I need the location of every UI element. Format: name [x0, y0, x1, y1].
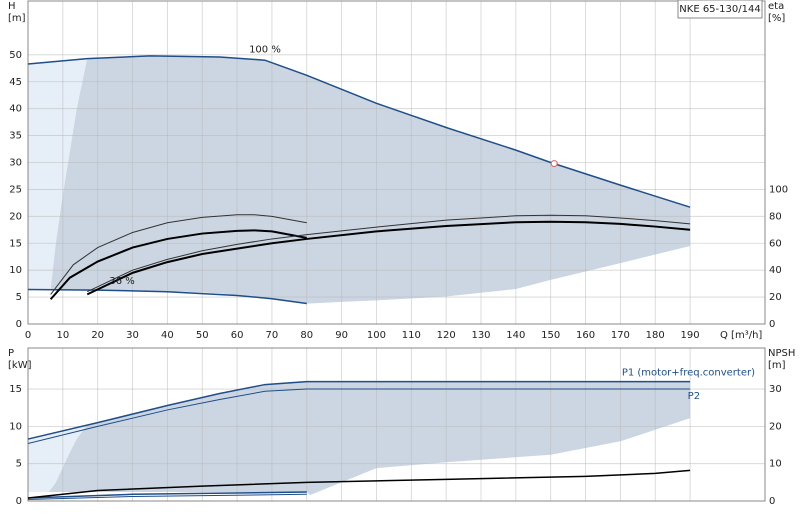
series-label: P2 [688, 391, 700, 402]
x-tick-label: 20 [91, 330, 104, 341]
x-tick-label: 0 [25, 330, 31, 341]
y-tick-label: 0 [16, 319, 22, 330]
y-axis-label: [m] [8, 13, 26, 24]
curve [27, 469, 691, 499]
y-tick-label: 10 [9, 265, 22, 276]
curve [27, 388, 691, 445]
x-tick-label: 130 [471, 330, 490, 341]
y-tick-label: 15 [9, 384, 22, 395]
curve [27, 55, 691, 208]
x-tick-label: 70 [266, 330, 279, 341]
y2-tick-label: 0 [769, 496, 775, 507]
y2-tick-label: 10 [769, 459, 782, 470]
y2-axis-label: NPSH [768, 348, 795, 359]
x-tick-label: 180 [646, 330, 665, 341]
y-axis-label: P [8, 348, 14, 359]
curve [27, 491, 307, 499]
y2-tick-label: 40 [769, 265, 782, 276]
x-tick-label: 160 [576, 330, 595, 341]
y-tick-label: 5 [16, 292, 22, 303]
x-tick-label: 40 [161, 330, 174, 341]
y-tick-label: 45 [9, 77, 22, 88]
x-tick-label: 170 [611, 330, 630, 341]
y2-tick-label: 20 [769, 292, 782, 303]
title-box [677, 0, 763, 19]
x-tick-label: 190 [681, 330, 700, 341]
chart-title: NKE 65-130/144 [679, 4, 760, 15]
x-axis-label: Q [m³/h] [720, 330, 762, 341]
y-axis-label: H [8, 1, 16, 12]
operating-area [50, 55, 691, 304]
x-tick-label: 60 [231, 330, 244, 341]
curve [86, 220, 691, 296]
x-tick-label: 30 [126, 330, 139, 341]
y-tick-label: 5 [16, 459, 22, 470]
plot-frame [27, 0, 766, 325]
x-tick-label: 100 [367, 330, 386, 341]
y-tick-label: 15 [9, 238, 22, 249]
y-tick-label: 25 [9, 184, 22, 195]
x-tick-label: 80 [300, 330, 313, 341]
y-tick-label: 20 [9, 211, 22, 222]
y2-tick-label: 30 [769, 384, 782, 395]
y-tick-label: 35 [9, 131, 22, 142]
y2-tick-label: 20 [769, 421, 782, 432]
operating-area [48, 381, 691, 496]
operating-area [28, 424, 88, 493]
plot-frame [27, 347, 766, 502]
x-tick-label: 10 [56, 330, 69, 341]
y-axis-label: [kW] [8, 360, 32, 371]
curve [27, 288, 307, 305]
y2-axis-label: [m] [768, 360, 786, 371]
y-tick-label: 40 [9, 104, 22, 115]
y-tick-label: 30 [9, 158, 22, 169]
y-tick-label: 10 [9, 421, 22, 432]
y-tick-label: 50 [9, 50, 22, 61]
y2-tick-label: 80 [769, 211, 782, 222]
x-tick-label: 120 [437, 330, 456, 341]
y2-tick-label: 60 [769, 238, 782, 249]
operating-area [28, 58, 88, 290]
x-tick-label: 110 [402, 330, 421, 341]
curve [27, 380, 691, 440]
annotation: 36 % [109, 276, 134, 287]
y2-tick-label: 100 [769, 184, 788, 195]
y2-axis-label: eta [768, 1, 784, 12]
curve [27, 493, 307, 501]
x-tick-label: 140 [506, 330, 525, 341]
y2-tick-label: 0 [769, 319, 775, 330]
x-tick-label: 90 [335, 330, 348, 341]
curve [50, 214, 307, 295]
series-label: P1 (motor+freq.converter) [622, 368, 755, 379]
y-tick-label: 0 [16, 496, 22, 507]
curve [87, 214, 691, 293]
duty-point [550, 160, 558, 168]
y2-axis-label: [%] [768, 13, 785, 24]
annotation: 100 % [249, 44, 281, 55]
curve [49, 229, 307, 300]
x-tick-label: 150 [541, 330, 560, 341]
x-tick-label: 50 [196, 330, 209, 341]
